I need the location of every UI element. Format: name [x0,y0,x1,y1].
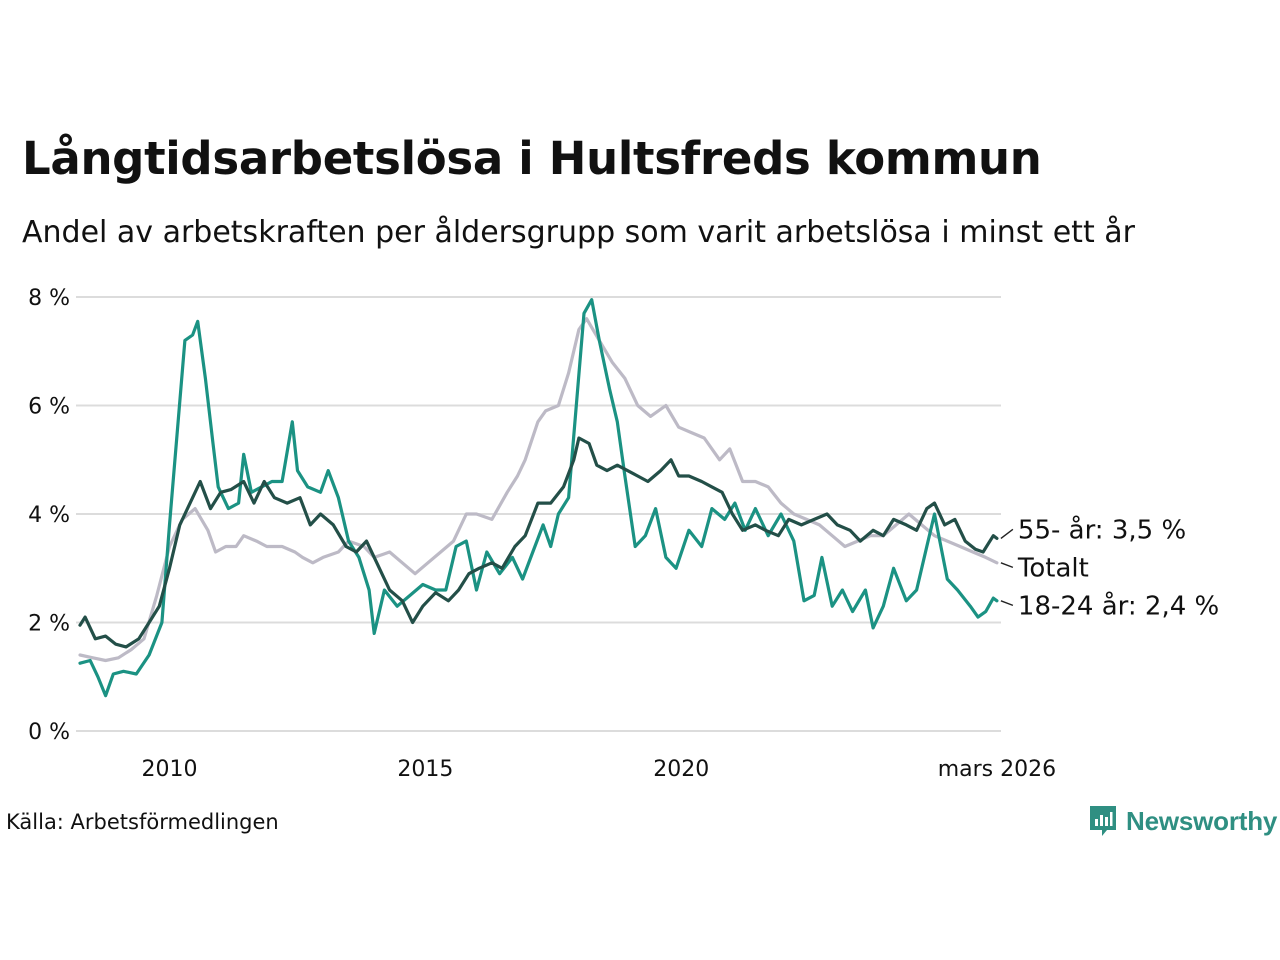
x-tick-label: 2020 [653,757,709,782]
end-label-connector [1000,562,1014,569]
x-tick-label: mars 2026 [938,757,1056,782]
series-line-totalt [78,317,999,663]
end-label: Totalt [1017,553,1089,583]
chart-title: Långtidsarbetslösa i Hultsfreds kommun [22,132,1042,185]
x-tick-label: 2015 [397,757,453,782]
series-line-18-24-r [78,298,999,698]
y-tick-label: 0 % [28,720,70,745]
end-label: 18-24 år: 2,4 % [1018,590,1219,621]
end-label: 55- år: 3,5 % [1018,514,1186,545]
end-label-connector [1000,600,1014,607]
newsworthy-logo: Newsworthy [1088,803,1277,839]
newsworthy-logo-icon [1090,806,1116,836]
series-line-55-r [78,436,999,649]
newsworthy-logo-text: Newsworthy [1126,805,1278,836]
grid-lines [76,296,1001,732]
x-axis-ticks: 2010 2015 2020 mars 2026 [142,757,1057,782]
y-tick-label: 8 % [28,286,70,311]
source-note: Källa: Arbetsförmedlingen [6,810,279,834]
series-lines [78,298,999,698]
y-axis-ticks: 0 % 2 % 4 % 6 % 8 % [28,286,70,745]
end-label-connector [1000,528,1014,539]
y-tick-label: 6 % [28,395,70,420]
chart-subtitle: Andel av arbetskraften per åldersgrupp s… [22,215,1135,250]
x-tick-label: 2010 [142,757,198,782]
end-labels: 55- år: 3,5 % Totalt 18-24 år: 2,4 % [1000,514,1219,621]
y-tick-label: 2 % [28,612,70,637]
y-tick-label: 4 % [28,503,70,528]
